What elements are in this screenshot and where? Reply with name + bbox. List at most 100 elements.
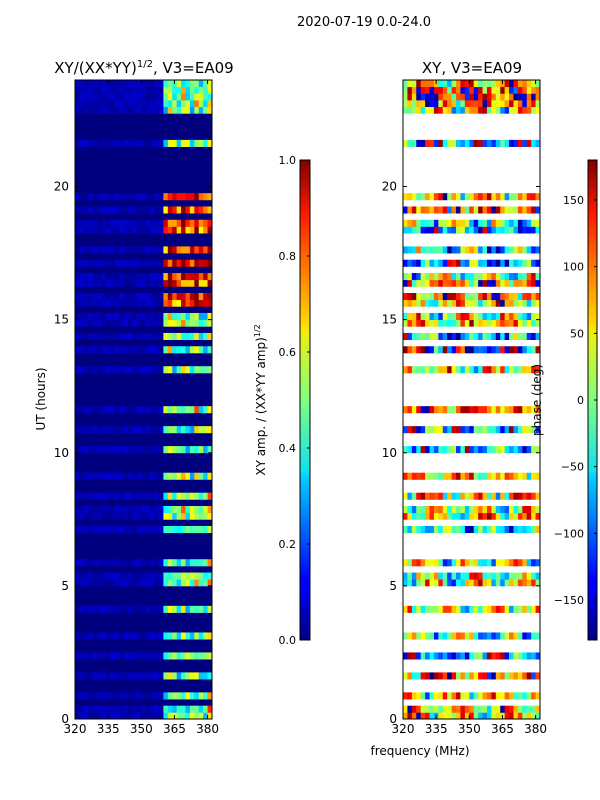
- left-heatmap-cell: [154, 632, 160, 640]
- left-heatmap-cell: [150, 99, 155, 108]
- left-heatmap-cell: [83, 472, 89, 480]
- left-heatmap-cell: [207, 559, 212, 567]
- left-heatmap-cell: [181, 559, 186, 567]
- right-heatmap-cell: [464, 632, 470, 640]
- left-heatmap-cell: [141, 226, 147, 234]
- right-heatmap-cell: [509, 426, 514, 434]
- left-heatmap-cell: [92, 579, 98, 587]
- left-heatmap-cell: [128, 246, 133, 254]
- right-heatmap-cell: [522, 712, 528, 719]
- right-heatmap-cell: [460, 559, 466, 567]
- left-heatmap-cell: [141, 692, 147, 700]
- left-heatmap-cell: [176, 652, 182, 660]
- left-heatmap-cell: [163, 426, 169, 434]
- left-heatmap-cell: [110, 366, 116, 374]
- left-heatmap-cell: [150, 299, 155, 307]
- right-heatmap-cell: [469, 206, 475, 214]
- right-heatmap-cell: [460, 712, 466, 719]
- left-heatmap-cell: [141, 246, 147, 254]
- left-heatmap-cell: [145, 705, 151, 713]
- right-heatmap-cell: [500, 106, 506, 114]
- left-heatmap-cell: [145, 406, 151, 414]
- left-heatmap-cell: [194, 99, 200, 108]
- left-heatmap-cell: [132, 259, 138, 267]
- left-heatmap-cell: [185, 312, 191, 321]
- left-heatmap-cell: [75, 206, 80, 214]
- left-heatmap-cell: [101, 605, 107, 613]
- left-heatmap-cell: [128, 525, 133, 534]
- left-heatmap-cell: [141, 672, 147, 680]
- right-heatmap-cell: [442, 80, 448, 88]
- left-heatmap-cell: [181, 273, 186, 281]
- right-heatmap-cell: [433, 446, 439, 454]
- left-heatmap-cell: [114, 492, 120, 500]
- left-heatmap-cell: [123, 93, 129, 101]
- right-heatmap-cell: [438, 99, 444, 108]
- left-heatmap-cell: [92, 80, 98, 88]
- left-heatmap-cell: [176, 332, 182, 340]
- right-heatmap-cell: [456, 319, 461, 327]
- right-heatmap-cell: [429, 366, 435, 374]
- left-heatmap-cell: [163, 219, 169, 227]
- right-heatmap-cell: [482, 106, 488, 114]
- right-heatmap-cell: [447, 672, 453, 680]
- right-heatmap-cell: [526, 366, 532, 374]
- left-heatmap-cell: [141, 80, 147, 88]
- left-heatmap-cell: [83, 346, 89, 354]
- right-heatmap-cell: [469, 312, 475, 321]
- right-heatmap-cell: [456, 346, 461, 354]
- left-heatmap-cell: [114, 712, 120, 719]
- left-heatmap-cell: [88, 226, 94, 234]
- left-heatmap-cell: [198, 293, 204, 301]
- left-heatmap-cell: [172, 692, 178, 700]
- right-heatmap-cell: [478, 579, 483, 587]
- left-heatmap-cell: [132, 672, 138, 680]
- left-heatmap-cell: [75, 193, 80, 201]
- right-heatmap-cell: [464, 106, 470, 114]
- right-heatmap-cell: [526, 446, 532, 454]
- right-heatmap-cell: [509, 106, 514, 114]
- right-heatmap-cell: [522, 273, 528, 281]
- right-heatmap-cell: [531, 366, 536, 374]
- right-heatmap-cell: [526, 106, 532, 114]
- right-heatmap-cell: [433, 319, 439, 327]
- left-heatmap-cell: [136, 293, 142, 301]
- right-heatmap-cell: [535, 632, 540, 640]
- right-heatmap-cell: [482, 139, 488, 147]
- right-heatmap-cell: [526, 279, 532, 287]
- right-heatmap-cell: [513, 652, 519, 660]
- right-heatmap-cell: [442, 632, 448, 640]
- right-heatmap-cell: [411, 99, 417, 108]
- right-heatmap-cell: [433, 506, 439, 514]
- left-heatmap-cell: [198, 492, 204, 500]
- left-heatmap-cell: [123, 525, 129, 534]
- left-heatmap-cell: [198, 506, 204, 514]
- right-heatmap-cell: [433, 366, 439, 374]
- right-heatmap-cell: [500, 319, 506, 327]
- right-heatmap-cell: [433, 572, 439, 580]
- left-heatmap-cell: [105, 139, 111, 147]
- left-heatmap-cell: [154, 426, 160, 434]
- left-heatmap-cell: [145, 366, 151, 374]
- right-heatmap-cell: [469, 366, 475, 374]
- right-heatmap-cell: [447, 80, 453, 88]
- left-heatmap-cell: [189, 226, 195, 234]
- right-heatmap-cell: [447, 259, 453, 267]
- left-heatmap-cell: [181, 93, 186, 101]
- left-heatmap-cell: [132, 86, 138, 94]
- left-heatmap-cell: [101, 579, 107, 587]
- right-heatmap-cell: [451, 312, 457, 321]
- left-heatmap-cell: [194, 279, 200, 287]
- right-heatmap-cell: [526, 672, 532, 680]
- right-colorbar-tick-label: 100: [563, 261, 584, 274]
- right-heatmap-cell: [447, 206, 453, 214]
- left-heatmap-cell: [154, 226, 160, 234]
- right-heatmap-cell: [526, 572, 532, 580]
- left-heatmap-cell: [83, 299, 89, 307]
- left-heatmap-cell: [198, 332, 204, 340]
- right-heatmap-cell: [460, 312, 466, 321]
- left-heatmap-cell: [132, 346, 138, 354]
- left-heatmap-cell: [172, 246, 178, 254]
- left-heatmap-cell: [158, 426, 164, 434]
- left-heatmap-cell: [158, 93, 164, 101]
